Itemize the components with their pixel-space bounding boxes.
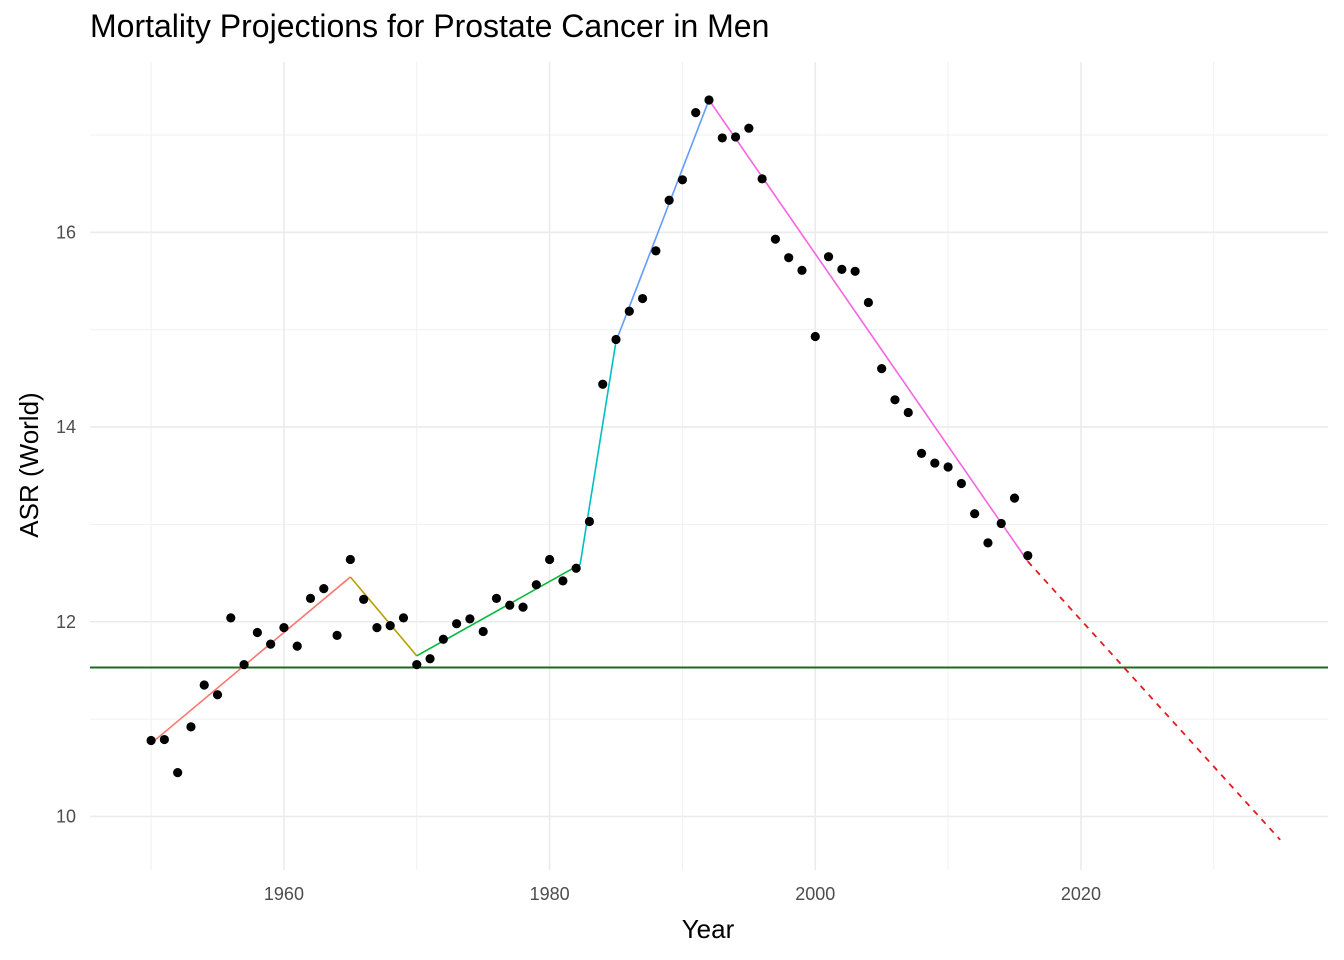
data-point (266, 639, 276, 649)
data-point (186, 722, 196, 732)
data-point (438, 634, 448, 644)
data-point (744, 123, 754, 133)
data-point (252, 627, 262, 638)
data-point (916, 448, 927, 458)
data-point (478, 626, 488, 637)
trend-segment-4 (579, 341, 617, 565)
data-point (332, 630, 342, 640)
grid-minor (90, 62, 1328, 870)
data-point (943, 462, 953, 472)
y-tick-label: 14 (56, 417, 76, 437)
data-point (345, 554, 355, 565)
data-point (611, 334, 621, 345)
data-points (146, 95, 1033, 778)
data-point (545, 554, 555, 565)
data-point (584, 516, 595, 527)
x-tick-label: 1980 (530, 884, 570, 904)
data-point (784, 253, 794, 263)
data-point (970, 509, 980, 519)
data-point (319, 584, 329, 594)
x-axis-ticks: 1960 1980 2000 2020 (264, 884, 1101, 904)
projection-line-layer (1027, 560, 1281, 841)
data-point (425, 654, 435, 664)
x-tick-label: 1960 (264, 884, 304, 904)
data-point (398, 613, 409, 623)
data-point (491, 593, 502, 603)
trend-segment-1 (150, 576, 351, 745)
data-point (810, 331, 820, 342)
data-point (465, 614, 475, 624)
chart-title: Mortality Projections for Prostate Cance… (90, 8, 770, 44)
data-point (757, 174, 767, 184)
x-tick-label: 2000 (795, 884, 835, 904)
trend-segment-6 (708, 99, 1029, 562)
data-point (823, 252, 834, 262)
y-tick-label: 12 (56, 612, 76, 632)
y-tick-label: 10 (56, 806, 76, 826)
data-point (359, 594, 369, 604)
data-point (930, 458, 940, 468)
data-point (677, 175, 688, 185)
data-point (956, 478, 966, 489)
data-point (598, 379, 608, 389)
data-point (518, 602, 528, 612)
data-point (704, 95, 714, 105)
data-point (770, 234, 781, 244)
data-point (664, 195, 674, 205)
data-point (850, 266, 860, 276)
data-point (531, 580, 541, 590)
data-point (797, 265, 807, 275)
data-point (996, 518, 1006, 529)
data-point (558, 576, 568, 586)
data-point (637, 293, 648, 304)
y-tick-label: 16 (56, 222, 76, 242)
data-point (173, 768, 183, 778)
trend-segments (150, 99, 1029, 745)
data-point (691, 108, 701, 118)
trend-segment-5 (615, 99, 710, 342)
data-point (1023, 550, 1033, 561)
data-point (146, 735, 156, 746)
data-point (226, 613, 236, 623)
data-point (651, 246, 661, 256)
data-point (571, 563, 581, 573)
x-axis-title: Year (682, 914, 735, 944)
y-axis-title: ASR (World) (14, 392, 44, 537)
data-point (292, 641, 302, 651)
data-point (159, 734, 169, 745)
x-tick-label: 2020 (1061, 884, 1101, 904)
data-point (412, 659, 422, 670)
data-point (983, 538, 993, 548)
data-point (903, 407, 913, 418)
data-point (279, 623, 289, 633)
data-point (1009, 493, 1020, 503)
data-point (372, 623, 382, 633)
data-point (877, 364, 887, 374)
y-axis-ticks: 10 12 14 16 (56, 222, 76, 826)
data-point (452, 619, 462, 629)
data-point (212, 690, 223, 700)
data-point (305, 593, 316, 603)
data-point (890, 395, 900, 405)
data-point (863, 297, 873, 308)
data-point (730, 132, 741, 142)
data-point (385, 621, 395, 631)
data-point (505, 600, 515, 610)
data-point (624, 306, 634, 316)
trend-segment-2 (349, 576, 418, 657)
data-point (239, 659, 249, 670)
data-point (199, 680, 209, 690)
grid-major (90, 62, 1328, 870)
projection-line (1027, 560, 1281, 841)
data-point (837, 264, 847, 274)
data-point (717, 133, 727, 143)
